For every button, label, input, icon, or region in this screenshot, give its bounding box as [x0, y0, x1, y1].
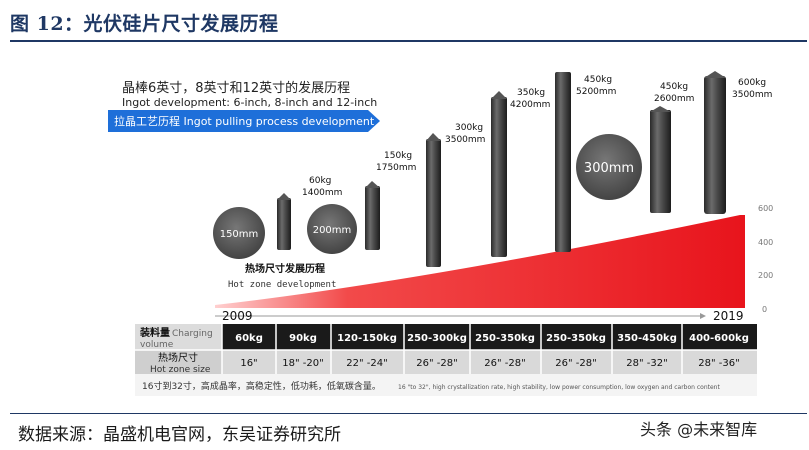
ingot-length: 1400mm — [302, 188, 342, 198]
ingot-body — [491, 97, 507, 257]
ingot-body — [426, 139, 441, 267]
size-circle-300mm — [576, 134, 642, 200]
banner-label: 拉晶工艺历程 Ingot pulling process development — [114, 114, 375, 128]
heading-en: Ingot development: 6-inch, 8-inch and 12… — [122, 96, 377, 109]
data-source: 数据来源：晶盛机电官网，东吴证券研究所 — [18, 425, 341, 445]
table-cell: 26" -28" — [416, 358, 457, 369]
figure-title: 图 12：光伏硅片尺寸发展历程 — [10, 13, 279, 35]
hot-zone-header-en: Hot zone size — [150, 365, 211, 375]
ingot-3: 300kg 3500mm — [426, 123, 485, 267]
ingot-5: 450kg 5200mm — [555, 72, 616, 252]
axis-tick-label: 400 — [758, 238, 773, 247]
ingot-cone — [426, 133, 441, 141]
hot-zone-wedge — [215, 215, 745, 308]
table-dividers — [135, 324, 757, 374]
footnote-cn: 16寸到32寸，高成晶率，高稳定性，低功耗，低氧碳含量。 — [142, 380, 381, 392]
hot-zone-values: 16" 18" -20" 22" -24" 26" -28" 26" -28" … — [240, 358, 739, 369]
ingot-length: 3500mm — [732, 90, 772, 100]
ingot-cone — [650, 106, 671, 112]
charging-values: 60kg 90kg 120-150kg 250-300kg 250-350kg … — [235, 333, 749, 344]
table-cell: 22" -24" — [346, 358, 387, 369]
ingot-weight: 350kg — [517, 88, 545, 98]
ingot-weight: 450kg — [660, 82, 688, 92]
spec-table: 装料量 Charging volume 热场尺寸 Hot zone size 6… — [135, 324, 757, 396]
size-circle-label: 150mm — [220, 229, 259, 240]
axis-tick-label: 600 — [758, 204, 773, 213]
table-header-cell — [135, 350, 222, 374]
ingot-cone — [491, 91, 507, 99]
size-circle-150mm — [213, 207, 265, 259]
ingot-weight: 60kg — [309, 176, 331, 186]
process-banner — [108, 110, 380, 132]
heading-cn: 晶棒6英寸，8英寸和12英寸的发展历程 — [122, 80, 350, 96]
table-footnote-row — [135, 374, 757, 396]
ingot-body — [555, 72, 571, 252]
table-cell: 120-150kg — [337, 333, 397, 344]
table-cell: 350-450kg — [617, 333, 677, 344]
table-row-hot-zone — [135, 350, 757, 374]
table-cell: 16" — [240, 358, 257, 369]
ingot-weight: 450kg — [584, 75, 612, 85]
charging-header-en-2: volume — [140, 340, 174, 350]
table-row-charging — [135, 324, 757, 350]
right-axis: 600 400 200 0 — [758, 204, 773, 314]
ingot-1: 60kg 1400mm — [277, 176, 342, 250]
hot-zone-header-cn: 热场尺寸 — [158, 351, 198, 364]
table-header-cell — [135, 324, 222, 350]
year-start: 2009 — [222, 309, 253, 323]
table-cell: 400-600kg — [689, 333, 749, 344]
ingot-body — [277, 198, 291, 250]
ingot-7: 600kg 3500mm — [704, 71, 772, 214]
table-cell: 26" -28" — [555, 358, 596, 369]
table-cell: 250-350kg — [475, 333, 535, 344]
axis-tick-label: 0 — [762, 305, 767, 314]
table-cell: 250-300kg — [407, 333, 467, 344]
ingot-4: 350kg 4200mm — [491, 88, 550, 257]
watermark: 头条 @未来智库 — [640, 420, 758, 439]
table-cell: 28" -36" — [698, 358, 739, 369]
title-divider — [10, 40, 807, 42]
ingot-cone — [277, 193, 291, 200]
size-circle-label: 300mm — [584, 161, 634, 176]
ingot-length: 1750mm — [376, 163, 416, 173]
ingot-length: 5200mm — [576, 87, 616, 97]
timeline-arrow — [700, 313, 706, 319]
ingot-cone — [365, 181, 380, 188]
ingot-weight: 600kg — [738, 78, 766, 88]
size-circle-label: 200mm — [313, 225, 352, 236]
footnote-en: 16 "to 32", high crystallization rate, h… — [398, 384, 720, 391]
charging-header-cn: 装料量 — [139, 326, 170, 339]
ingot-weight: 150kg — [384, 151, 412, 161]
ingot-cone — [704, 71, 726, 78]
ingot-body — [704, 76, 726, 214]
ingot-6: 450kg 2600mm — [650, 82, 694, 213]
hot-zone-label-cn: 热场尺寸发展历程 — [245, 262, 325, 275]
hot-zone-label-en: Hot zone development — [228, 280, 336, 290]
year-end: 2019 — [713, 309, 744, 323]
size-circle-200mm — [307, 204, 357, 254]
ingot-body — [365, 186, 380, 250]
ingot-2: 150kg 1750mm — [365, 151, 416, 250]
table-cell: 250-350kg — [546, 333, 606, 344]
ingot-length: 2600mm — [654, 94, 694, 104]
table-cell: 90kg — [289, 333, 317, 344]
table-cell: 26" -28" — [484, 358, 525, 369]
axis-tick-label: 200 — [758, 271, 773, 280]
ingot-body — [650, 110, 671, 213]
source-divider — [10, 413, 807, 414]
ingot-length: 4200mm — [510, 100, 550, 110]
table-cell: 28" -32" — [626, 358, 667, 369]
table-cell: 18" -20" — [282, 358, 323, 369]
charging-header-en: Charging — [172, 329, 213, 339]
ingot-weight: 300kg — [455, 123, 483, 133]
ingot-length: 3500mm — [445, 135, 485, 145]
table-cell: 60kg — [235, 333, 263, 344]
